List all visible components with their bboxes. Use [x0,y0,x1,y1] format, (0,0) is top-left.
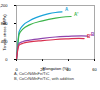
svg-text:B: B [91,32,95,37]
html-text:A, CoCrNiMnFe/TiC: A, CoCrNiMnFe/TiC [14,71,50,76]
svg-text:60: 60 [92,67,97,72]
svg-text:1,200: 1,200 [0,3,8,8]
svg-text:Elongation (%): Elongation (%) [42,66,69,71]
svg-text:0: 0 [5,57,8,62]
svg-text:Tensile stress (MPa): Tensile stress (MPa) [2,14,7,51]
svg-text:A: A [65,7,69,12]
svg-text:A': A' [74,12,78,17]
html-text:B, CoCrNiMnFe/TiC, with additi: B, CoCrNiMnFe/TiC, with addition [14,75,74,81]
svg-text:B': B' [87,34,91,39]
